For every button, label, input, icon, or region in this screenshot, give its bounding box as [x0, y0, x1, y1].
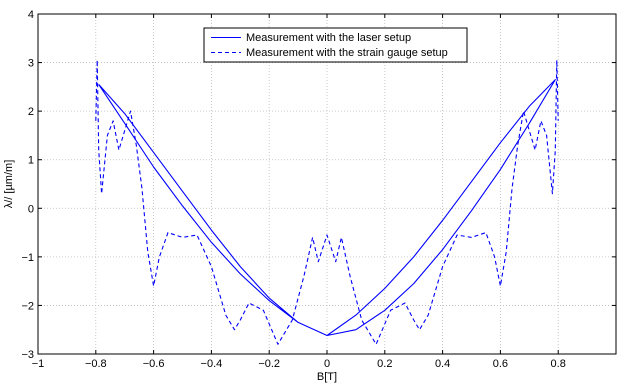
y-tick-label: 0 — [28, 203, 34, 215]
y-tick-label: −1 — [21, 252, 34, 264]
y-tick-label: 1 — [28, 155, 34, 167]
y-tick-label: 4 — [28, 9, 34, 21]
y-tick-label: 3 — [28, 58, 34, 70]
x-tick-label: 0 — [324, 358, 330, 370]
legend-label-strain-gauge: Measurement with the strain gauge setup — [246, 47, 448, 59]
y-tick-label: −3 — [21, 349, 34, 361]
x-tick-label: −0.4 — [201, 358, 223, 370]
x-tick-label: −0.6 — [143, 358, 165, 370]
y-tick-label: −2 — [21, 300, 34, 312]
x-tick-label: −0.8 — [85, 358, 107, 370]
x-tick-label: −0.2 — [258, 358, 280, 370]
x-tick-label: 0.4 — [435, 358, 450, 370]
x-axis-label: B[T] — [317, 371, 337, 383]
x-tick-label: 0.8 — [551, 358, 566, 370]
legend-label-laser: Measurement with the laser setup — [246, 32, 411, 44]
legend: Measurement with the laser setup Measure… — [204, 28, 467, 62]
x-tick-label: 0.6 — [493, 358, 508, 370]
x-tick-label: 0.2 — [377, 358, 392, 370]
y-tick-label: 2 — [28, 106, 34, 118]
y-axis-label: λ// [µm/m] — [3, 160, 15, 209]
